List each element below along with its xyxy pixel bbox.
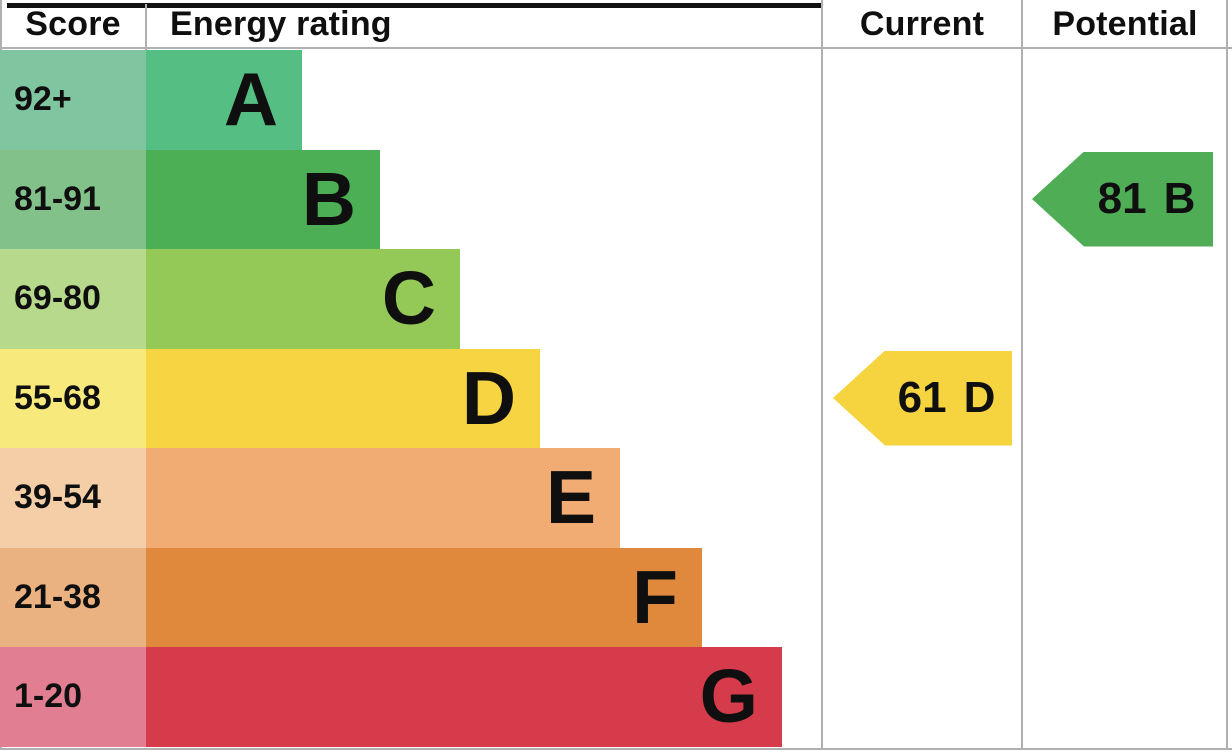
bottom-border-line bbox=[0, 748, 1232, 750]
score-range-cell: 21-38 bbox=[0, 547, 146, 647]
rating-bar: F bbox=[146, 547, 702, 647]
band-row-a: 92+ A bbox=[0, 50, 1232, 150]
rating-bar: B bbox=[146, 149, 380, 249]
rating-bar: A bbox=[146, 50, 302, 150]
rating-bar: E bbox=[146, 448, 620, 548]
top-border-line bbox=[7, 3, 822, 8]
band-row-e: 39-54 E bbox=[0, 448, 1232, 548]
band-row-b: 81-91 B bbox=[0, 149, 1232, 249]
band-row-c: 69-80 C bbox=[0, 249, 1232, 349]
header-underline bbox=[0, 47, 1232, 49]
score-range-cell: 39-54 bbox=[0, 448, 146, 548]
score-range-cell: 55-68 bbox=[0, 348, 146, 448]
score-column-divider bbox=[145, 4, 147, 52]
score-column-header: Score bbox=[25, 4, 121, 43]
potential-rating-letter: B bbox=[1163, 174, 1196, 223]
rating-bar: C bbox=[146, 249, 460, 349]
score-range-cell: 69-80 bbox=[0, 249, 146, 349]
score-range-cell: 1-20 bbox=[0, 647, 146, 747]
right-border-line bbox=[1226, 0, 1228, 750]
current-rating-score: 61 bbox=[897, 373, 947, 422]
band-row-g: 1-20 G bbox=[0, 647, 1232, 747]
band-row-f: 21-38 F bbox=[0, 547, 1232, 647]
potential-rating-score: 81 bbox=[1097, 174, 1147, 223]
potential-column-header: Potential bbox=[1052, 4, 1198, 43]
current-column-header: Current bbox=[859, 4, 985, 43]
energy-rating-column-header: Energy rating bbox=[170, 4, 392, 43]
rating-bar: D bbox=[146, 348, 540, 448]
current-rating-letter: D bbox=[963, 373, 996, 422]
score-range-cell: 92+ bbox=[0, 50, 146, 150]
potential-column-divider bbox=[1021, 0, 1023, 750]
score-range-cell: 81-91 bbox=[0, 149, 146, 249]
band-row-d: 55-68 D bbox=[0, 348, 1232, 448]
current-column-divider bbox=[821, 0, 823, 750]
rating-bar: G bbox=[146, 647, 782, 747]
